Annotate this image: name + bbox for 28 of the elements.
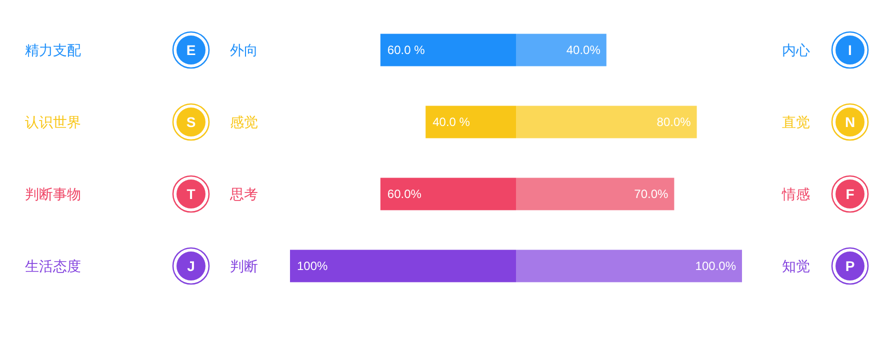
text: 外向 xyxy=(230,42,258,59)
text: P xyxy=(845,258,855,274)
text: F xyxy=(846,186,855,202)
data-label: 60.0 % xyxy=(387,43,426,58)
text: T xyxy=(186,186,196,202)
data-label: 40.0 % xyxy=(432,115,470,130)
text: 知觉 xyxy=(782,258,810,275)
text: 内心 xyxy=(782,42,810,59)
text: 判断 xyxy=(230,258,258,275)
data-label: 100% xyxy=(297,259,328,274)
y-tick-label: 认识世界 xyxy=(25,114,81,131)
text: 直觉 xyxy=(782,114,810,131)
y-tick-label: 判断事物 xyxy=(25,186,81,203)
text: J xyxy=(187,258,195,274)
text: 思考 xyxy=(229,186,258,203)
text: 感觉 xyxy=(230,114,258,131)
data-label: 70.0% xyxy=(634,187,669,202)
text: E xyxy=(186,42,196,58)
text: S xyxy=(186,114,196,130)
y-tick-label: 生活态度 xyxy=(25,258,81,275)
data-label: 60.0% xyxy=(387,187,422,202)
text: I xyxy=(848,42,852,58)
text: 情感 xyxy=(781,186,810,203)
data-label: 40.0% xyxy=(566,43,601,58)
y-tick-label: 精力支配 xyxy=(25,42,81,59)
data-label: 80.0% xyxy=(656,115,692,130)
text: N xyxy=(844,114,856,130)
data-label: 100.0% xyxy=(695,259,736,274)
